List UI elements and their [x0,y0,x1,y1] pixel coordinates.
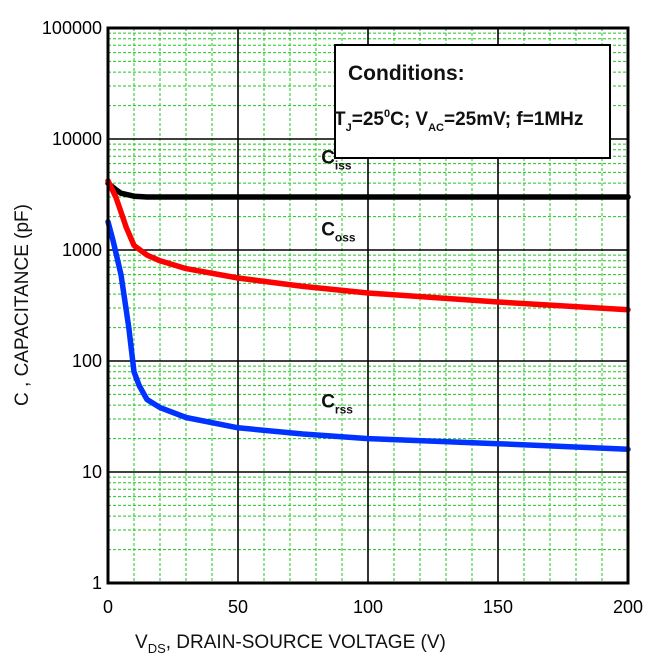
y-tick-label: 100000 [42,18,102,38]
y-tick-label: 10000 [52,129,102,149]
conditions-box: Conditions: TJ=250C; VAC=25mV; f=1MHz [334,44,611,159]
y-tick-label: 1000 [62,240,102,260]
series-label-ciss: Ciss [321,148,352,173]
series-label-crss: Crss [321,392,353,417]
x-axis-title-sub: DS [148,641,166,656]
x-tick-label: 100 [353,597,383,617]
conditions-text: TJ=250C; VAC=25mV; f=1MHz [334,108,583,134]
plot-frame [106,26,630,585]
x-axis-title-suffix: , DRAIN-SOURCE VOLTAGE (V) [166,632,446,653]
y-tick-label: 10 [82,462,102,482]
y-axis-title: C , CAPACITANCE (pF) [12,204,33,406]
series-line-crss [105,218,631,453]
series-line-coss [105,178,631,313]
x-tick-label: 200 [613,597,643,617]
x-tick-labels: 0 50 100 150 200 [103,597,643,617]
x-axis-title: VDS, DRAIN-SOURCE VOLTAGE (V) [135,632,446,656]
series-label-coss: Coss [321,220,356,245]
y-tick-label: 1 [92,573,102,593]
y-tick-labels: 1 10 100 1000 10000 100000 [42,18,102,593]
x-tick-label: 50 [228,597,248,617]
x-tick-label: 0 [103,597,113,617]
x-tick-label: 150 [483,597,513,617]
series-line-ciss [105,180,631,200]
x-axis-title-prefix: V [135,632,148,653]
series-layer [105,178,631,453]
series-labels: Ciss Coss Crss [321,148,356,417]
y-tick-label: 100 [72,351,102,371]
conditions-heading: Conditions: [348,62,465,85]
conditions-box-border [334,44,611,159]
